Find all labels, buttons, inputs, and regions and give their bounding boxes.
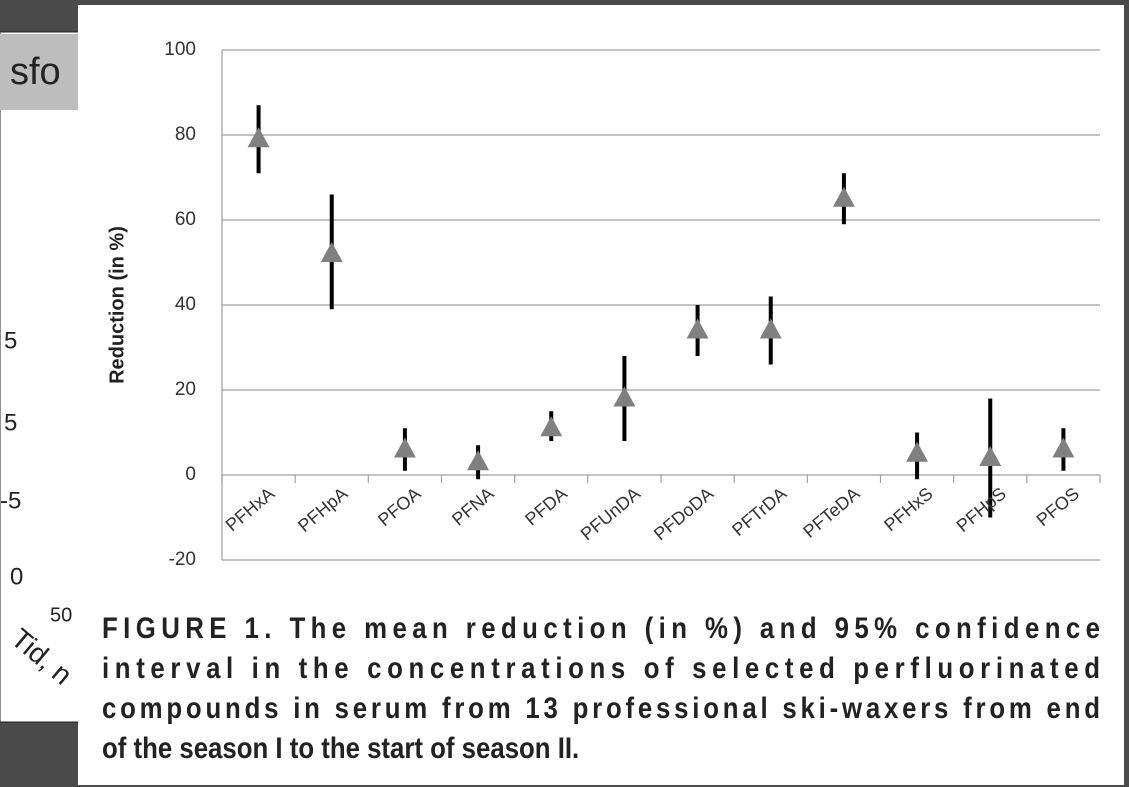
mean-marker (832, 186, 855, 207)
background-header (0, 34, 84, 110)
y-tick-label: 80 (175, 124, 196, 145)
y-tick-label: 0 (185, 464, 196, 485)
caption-line: interval in the concentrations of select… (102, 651, 1100, 684)
background-label: 0 (10, 563, 23, 590)
caption-line: FIGURE 1. The mean reduction (in %) and … (102, 611, 1100, 644)
background-label: 5 (4, 409, 17, 436)
y-tick-label: -20 (169, 549, 196, 570)
background-slide (0, 31, 85, 723)
caption-line: compounds in serum from 13 professional … (102, 691, 1100, 724)
background-heading: sfo (10, 51, 61, 93)
mean-marker (540, 416, 563, 437)
y-tick-label: 100 (164, 39, 196, 60)
y-axis-label: Reduction (in %) (106, 226, 128, 384)
y-tick-label: 60 (175, 209, 196, 230)
caption-line: of the season I to the start of season I… (102, 731, 579, 764)
mean-marker (613, 386, 636, 407)
mean-marker (1052, 437, 1075, 458)
background-label: -5 (0, 487, 21, 514)
mean-marker (393, 437, 416, 458)
mean-marker (467, 450, 490, 471)
background-label: 50 (50, 604, 72, 626)
y-tick-label: 20 (175, 379, 196, 400)
mean-marker (247, 127, 270, 148)
background-label: 5 (4, 327, 17, 354)
y-tick-label: 40 (175, 294, 196, 315)
mean-marker (686, 318, 709, 339)
mean-marker (906, 441, 929, 462)
mean-marker (759, 318, 782, 339)
mean-marker (320, 242, 343, 262)
mean-marker (979, 446, 1002, 466)
